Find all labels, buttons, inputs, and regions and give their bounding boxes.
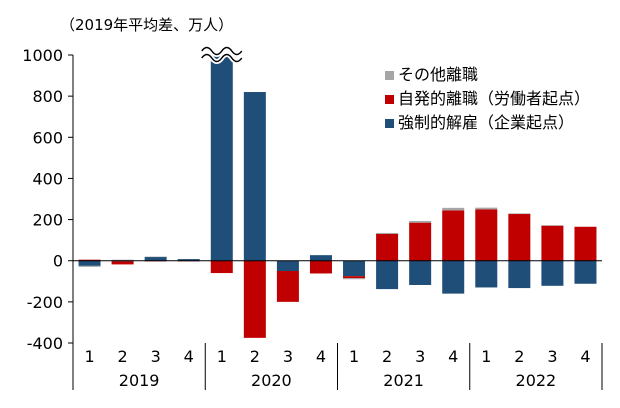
legend-swatch — [385, 95, 394, 104]
x-tick-label: 2 — [250, 347, 260, 366]
axes: -400 -200 0 200 400 600 800 1000 1 2 3 4 1 2 3 4 1 2 3 4 1 2 3… — [22, 45, 603, 390]
x-tick-label: 1 — [349, 347, 359, 366]
bar-segment — [376, 233, 399, 261]
legend-label: 自発的離職（労働者起点） — [398, 89, 590, 108]
bar-segment — [409, 221, 432, 223]
legend-swatch — [385, 119, 394, 128]
bar-segment — [78, 259, 101, 261]
bar-segment — [475, 260, 498, 288]
x-tick-label: 2 — [514, 347, 524, 366]
x-tick-label: 2 — [382, 347, 392, 366]
x-tick-label: 3 — [151, 347, 161, 366]
year-label: 2021 — [383, 371, 424, 390]
bar-segment — [442, 260, 465, 294]
x-tick-label: 2 — [118, 347, 128, 366]
axis-break-mark — [201, 53, 243, 63]
bar-segment — [276, 260, 299, 271]
bar-segment — [309, 260, 332, 274]
x-tick-label: 4 — [184, 347, 194, 366]
legend-label: その他離職 — [398, 65, 478, 84]
x-tick-label: 3 — [283, 347, 293, 366]
bar-segment — [442, 207, 465, 211]
bar-segment — [111, 261, 134, 265]
bar-segment — [376, 260, 399, 290]
bar-segment — [475, 207, 498, 210]
bar-segment — [574, 260, 597, 284]
bar-segment — [309, 255, 332, 261]
bar-segment — [343, 278, 366, 280]
bar-segment — [343, 260, 366, 277]
y-tick-label: 1000 — [22, 46, 63, 65]
bar-segment — [210, 260, 233, 274]
y-tick-label: 400 — [32, 169, 63, 188]
y-tick-label: 0 — [53, 252, 63, 271]
x-tick-label: 1 — [84, 347, 94, 366]
bar-segment — [508, 214, 531, 261]
y-tick-label: 200 — [32, 211, 63, 230]
x-tick-label: 1 — [217, 347, 227, 366]
axis-break-mark — [201, 46, 243, 56]
x-tick-label: 4 — [316, 347, 326, 366]
y-tick-label: 800 — [32, 87, 63, 106]
bar-segment — [111, 259, 134, 261]
bar-segment — [541, 225, 564, 226]
bar-segment — [574, 226, 597, 261]
year-label: 2022 — [516, 371, 557, 390]
bar-segment — [442, 210, 465, 261]
bar-segment — [541, 225, 564, 261]
bar-segment — [541, 260, 564, 286]
legend-swatch — [385, 71, 394, 80]
bar-segment — [508, 213, 531, 215]
x-tick-label: 4 — [448, 347, 458, 366]
bar-segment — [78, 265, 101, 267]
legend-label: 強制的解雇（企業起点） — [398, 113, 574, 132]
bar-segment — [78, 260, 101, 266]
x-tick-label: 1 — [481, 347, 491, 366]
x-tick-label: 4 — [580, 347, 590, 366]
year-label: 2019 — [119, 371, 160, 390]
bar-segment — [144, 257, 167, 261]
y-tick-label: -200 — [27, 293, 63, 312]
x-tick-label: 3 — [547, 347, 557, 366]
bar-segment — [243, 92, 266, 261]
bar-segment — [475, 209, 498, 261]
bar-segment — [343, 276, 366, 279]
bar-segment — [409, 260, 432, 285]
year-label: 2020 — [251, 371, 292, 390]
bar-segment — [177, 259, 200, 261]
y-tick-label: 600 — [32, 128, 63, 147]
bar-segment — [508, 260, 531, 289]
y-tick-label: -400 — [27, 334, 63, 353]
bar-segment — [409, 222, 432, 261]
bar-segment — [144, 256, 167, 258]
bar-segment — [276, 271, 299, 302]
bar-segment — [243, 260, 266, 338]
bar-segment — [376, 232, 399, 234]
x-tick-label: 3 — [415, 347, 425, 366]
bar-segment — [210, 55, 233, 261]
unit-label: （2019年平均差、万人） — [60, 16, 233, 34]
bars — [78, 55, 597, 338]
